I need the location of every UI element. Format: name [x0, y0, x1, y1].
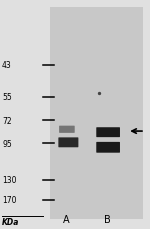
Text: 55: 55 [2, 93, 12, 102]
FancyBboxPatch shape [96, 128, 120, 138]
FancyBboxPatch shape [58, 138, 78, 148]
Text: A: A [63, 214, 69, 224]
Text: 170: 170 [2, 195, 17, 204]
FancyBboxPatch shape [96, 142, 120, 153]
Text: KDa: KDa [2, 217, 20, 226]
Text: 72: 72 [2, 116, 12, 125]
Text: B: B [104, 214, 111, 224]
Bar [50, 8, 143, 219]
Text: 43: 43 [2, 61, 12, 70]
FancyBboxPatch shape [59, 126, 75, 133]
Text: 130: 130 [2, 175, 17, 184]
Text: 95: 95 [2, 139, 12, 148]
